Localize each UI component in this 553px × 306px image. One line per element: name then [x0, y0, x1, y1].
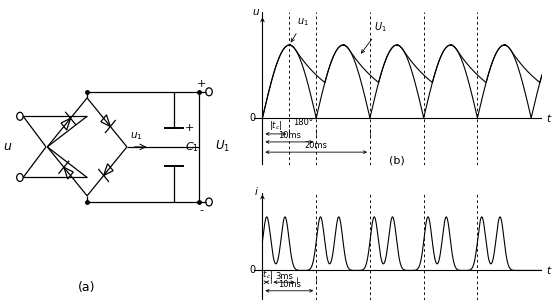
Text: +: + — [185, 123, 194, 133]
Text: 10ms: 10ms — [278, 131, 301, 140]
Text: 20ms: 20ms — [305, 141, 328, 150]
Text: $U_1$: $U_1$ — [215, 139, 229, 155]
Text: $C_1$: $C_1$ — [185, 140, 199, 154]
Text: (a): (a) — [79, 281, 96, 294]
Text: $u_1$: $u_1$ — [130, 130, 143, 142]
Text: $|t_c|$: $|t_c|$ — [260, 268, 273, 281]
Text: $u$: $u$ — [252, 7, 260, 17]
Text: $u_1$: $u_1$ — [291, 17, 309, 42]
Text: $i$: $i$ — [254, 185, 258, 196]
Text: $U_1$: $U_1$ — [362, 21, 387, 53]
Text: +: + — [197, 79, 206, 89]
Text: $t$: $t$ — [546, 264, 552, 276]
Text: -: - — [200, 205, 204, 215]
Text: 180°: 180° — [293, 118, 313, 127]
Text: $|t_c|$: $|t_c|$ — [269, 119, 283, 132]
Text: $u$: $u$ — [3, 140, 12, 153]
Text: 0: 0 — [250, 113, 256, 123]
Text: 0: 0 — [250, 265, 256, 275]
Text: $t$: $t$ — [546, 112, 552, 124]
Text: (b): (b) — [389, 155, 405, 165]
Text: 3ms: 3ms — [275, 272, 293, 281]
Text: 10ms: 10ms — [278, 280, 301, 289]
